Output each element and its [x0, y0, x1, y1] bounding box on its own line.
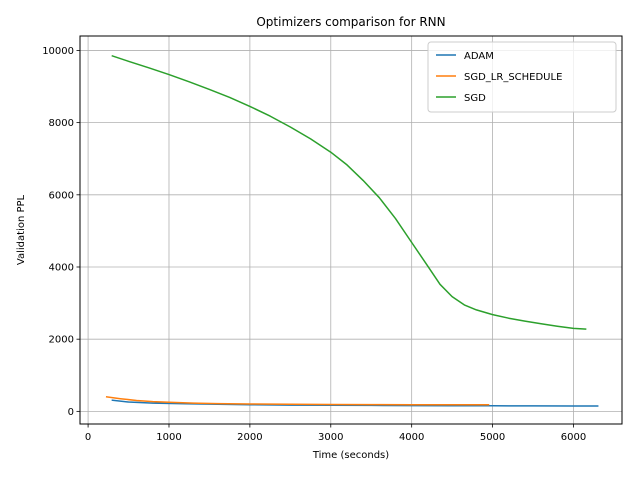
- y-tick-label: 0: [68, 407, 74, 418]
- legend-box: [427, 41, 617, 113]
- y-axis-title: Validation PPL: [16, 194, 27, 265]
- x-tick-label: 1000: [156, 432, 181, 443]
- x-tick-label: 5000: [480, 432, 505, 443]
- x-tick-label: 0: [85, 432, 91, 443]
- legend-label: SGD_LR_SCHEDULE: [464, 72, 562, 83]
- legend-label: SGD: [464, 93, 486, 104]
- series-line-sgd-lr-schedule: [105, 396, 490, 406]
- legend: ADAM SGD_LR_SCHEDULE SGD: [427, 41, 617, 113]
- y-tick-label: 10000: [42, 46, 74, 57]
- series-line-sgd: [111, 54, 587, 330]
- y-tick-label: 8000: [49, 118, 74, 129]
- legend-label: ADAM: [464, 51, 494, 62]
- x-tick-label: 6000: [561, 432, 586, 443]
- plot-series: [105, 54, 599, 407]
- y-tick-label: 2000: [49, 335, 74, 346]
- y-tick-label: 6000: [49, 190, 74, 201]
- x-tick-label: 4000: [399, 432, 424, 443]
- plot-frame: [79, 35, 623, 425]
- x-tick-label: 3000: [318, 432, 343, 443]
- y-tick-label: 4000: [49, 262, 74, 273]
- x-tick-label: 2000: [237, 432, 262, 443]
- x-axis-title: Time (seconds): [312, 450, 389, 461]
- grid: [80, 36, 622, 424]
- axis-ticks: 0 1000 2000 3000 4000 5000 6000 0 2000 4000 6000 80…: [42, 46, 586, 443]
- chart-title: Optimizers comparison for RNN: [256, 15, 445, 29]
